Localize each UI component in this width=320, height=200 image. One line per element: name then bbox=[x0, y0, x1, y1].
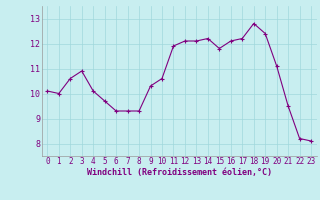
X-axis label: Windchill (Refroidissement éolien,°C): Windchill (Refroidissement éolien,°C) bbox=[87, 168, 272, 177]
